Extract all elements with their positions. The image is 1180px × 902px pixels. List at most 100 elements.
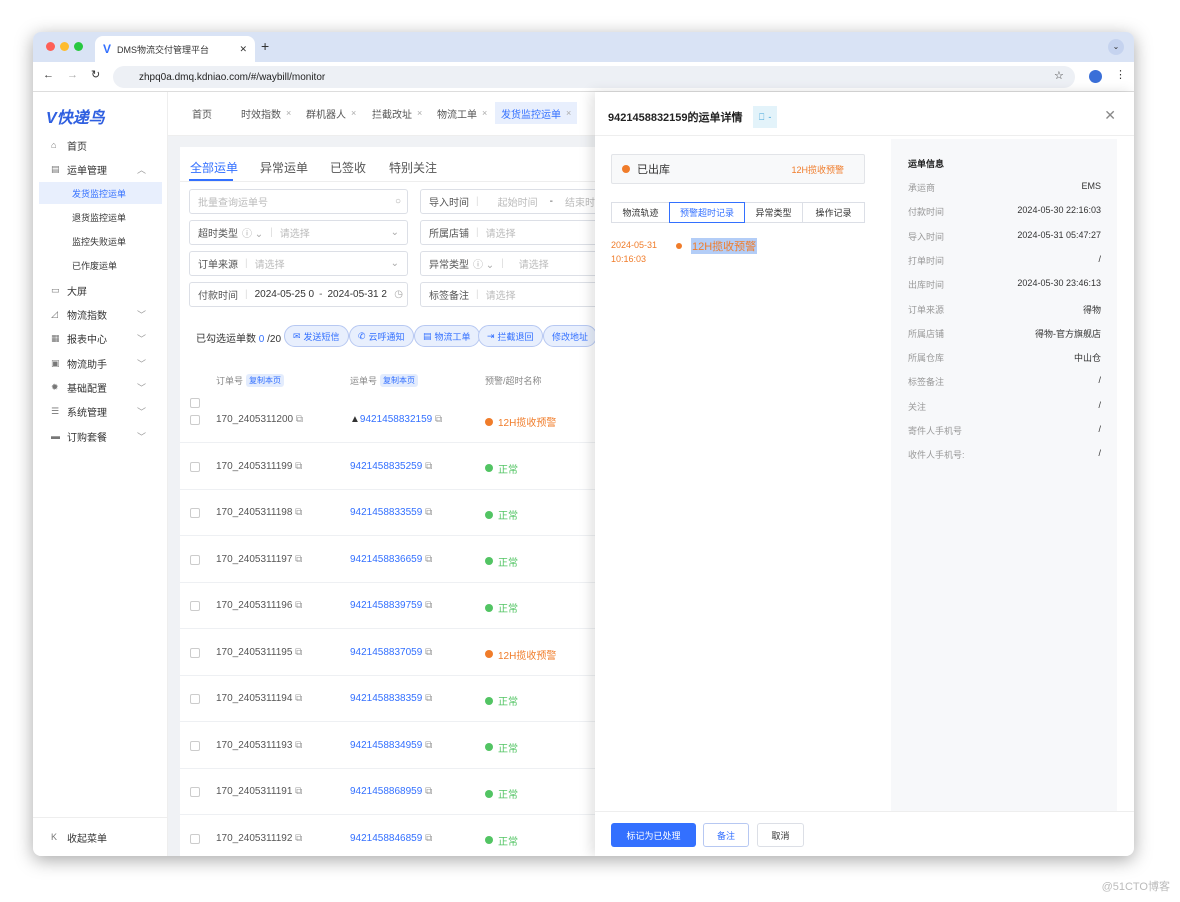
tab-operation-log[interactable]: 操作记录 <box>802 202 865 223</box>
work-order-button[interactable]: ▤ 物流工单 <box>414 325 480 347</box>
note-button[interactable]: 备注 <box>703 823 749 847</box>
tab-special[interactable]: 特别关注 <box>389 161 438 175</box>
waybill-link[interactable]: 9421458832159 <box>359 414 433 425</box>
pay-time-range[interactable]: 付款时间 | 2024-05-25 0-2024-05-31 2 ◷ <box>189 282 408 307</box>
sidebar-item-bigscreen[interactable]: ▭ 大屏 <box>33 279 168 301</box>
copy-icon[interactable]: ⧉ <box>295 786 303 797</box>
waybill-link[interactable]: 9421458835259 <box>350 460 423 472</box>
copy-icon[interactable]: ⧉ <box>425 646 433 658</box>
row-checkbox[interactable] <box>190 601 200 611</box>
url-input[interactable]: zhpq0a.dmq.kdniao.com/#/waybill/monitor <box>113 66 1075 88</box>
waybill-link[interactable]: 9421458846859 <box>350 832 423 844</box>
close-icon[interactable]: × <box>351 108 357 118</box>
page-tab-robot[interactable]: 群机器人 × <box>300 102 362 124</box>
modify-address-button[interactable]: 修改地址 <box>543 325 598 347</box>
copy-icon[interactable]: ⧉ <box>295 832 303 844</box>
table-row[interactable]: 170_2405311192 ⧉ 9421458846859 ⧉ 正常 <box>180 816 610 857</box>
sidebar-item-home[interactable]: ⌂ 首页 <box>33 134 168 156</box>
store-select[interactable]: 所属店铺 | 请选择 <box>420 220 610 245</box>
search-input[interactable]: 批量查询运单号 ○ <box>189 189 408 214</box>
maximize-window-icon[interactable] <box>74 42 83 51</box>
order-source-select[interactable]: 订单来源 | 请选择 ⌄ <box>189 251 408 276</box>
tab-signed[interactable]: 已签收 <box>330 161 367 175</box>
copy-icon[interactable]: ⧉ <box>295 739 303 751</box>
copy-icon[interactable]: ⧉ <box>425 832 433 844</box>
sidebar-subitem-return-monitor[interactable]: 退货监控运单 <box>72 212 127 223</box>
tab-warning-records[interactable]: 预警超时记录 <box>669 202 745 223</box>
close-window-icon[interactable] <box>46 42 55 51</box>
copy-icon[interactable]: ⧉ <box>295 646 303 658</box>
sidebar-item-config[interactable]: ✹ 基础配置 ﹀ <box>33 376 168 398</box>
table-row[interactable]: 170_2405311197 ⧉ 9421458836659 ⧉ 正常 <box>180 537 610 583</box>
profile-icon[interactable] <box>1089 70 1102 83</box>
copy-icon[interactable]: ⧉ <box>425 507 433 518</box>
tab-menu-icon[interactable]: ⌄ <box>1108 39 1124 55</box>
table-row[interactable]: 170_2405311196 ⧉ 9421458839759 ⧉ 正常 <box>180 583 610 629</box>
sidebar-subitem-shipping-monitor[interactable]: 发货监控运单 <box>39 182 162 204</box>
copy-icon[interactable]: ⧉ <box>295 414 304 425</box>
waybill-link[interactable]: 9421458838359 <box>350 693 423 704</box>
row-checkbox[interactable] <box>190 694 200 704</box>
waybill-link[interactable]: 9421458833559 <box>350 507 423 518</box>
sidebar-item-package[interactable]: ▬ 订购套餐 ﹀ <box>33 425 168 447</box>
table-row[interactable]: 170_2405311200 ⧉ ▲9421458832159 ⧉ 12H揽收预… <box>180 397 610 443</box>
intercept-return-button[interactable]: ⇥ 拦截退回 <box>478 325 543 347</box>
row-checkbox[interactable] <box>190 554 200 565</box>
waybill-link[interactable]: 9421458836659 <box>350 553 423 565</box>
close-icon[interactable]: × <box>566 108 572 118</box>
browser-tab[interactable]: V DMS物流交付管理平台 ✕ <box>95 36 255 62</box>
table-row[interactable]: 170_2405311199 ⧉ 9421458835259 ⧉ 正常 <box>180 444 610 490</box>
close-icon[interactable]: ✕ <box>1104 107 1116 123</box>
table-row[interactable]: 170_2405311194 ⧉ 9421458838359 ⧉ 正常 <box>180 676 610 722</box>
row-checkbox[interactable] <box>190 740 200 751</box>
copy-page-order-button[interactable]: 复制本页 <box>246 374 285 387</box>
waybill-link[interactable]: 9421458837059 <box>350 646 423 658</box>
table-row[interactable]: 170_2405311191 ⧉ 9421458868959 ⧉ 正常 <box>180 769 610 815</box>
tab-logistics-track[interactable]: 物流轨迹 <box>611 202 670 223</box>
exception-type-select[interactable]: 异常类型 ⓘ ⌄ | 请选择 <box>420 251 610 276</box>
minimize-window-icon[interactable] <box>60 42 69 51</box>
reload-icon[interactable]: ↻ <box>91 69 101 81</box>
sidebar-item-logistics-index[interactable]: ◿ 物流指数 ﹀ <box>33 303 168 325</box>
page-tab-workorder[interactable]: 物流工单 × <box>431 102 493 124</box>
table-row[interactable]: 170_2405311195 ⧉ 9421458837059 ⧉ 12H揽收预警 <box>180 630 610 676</box>
close-tab-icon[interactable]: ✕ <box>239 43 247 54</box>
copy-icon[interactable]: ⧉ <box>295 553 303 565</box>
select-all-checkbox[interactable] <box>190 398 200 408</box>
send-sms-button[interactable]: ✉ 发送短信 <box>284 325 349 347</box>
waybill-link[interactable]: 9421458839759 <box>350 600 423 611</box>
close-icon[interactable]: × <box>417 108 423 118</box>
row-checkbox[interactable] <box>190 787 200 797</box>
sidebar-item-waybill[interactable]: ▤ 运单管理 ︿ <box>33 158 168 180</box>
import-time-range[interactable]: 导入时间 | 起始时间 - 结束时 <box>420 189 610 214</box>
copy-icon[interactable]: ⧉ <box>295 507 303 518</box>
tab-exception[interactable]: 异常运单 <box>260 161 309 175</box>
page-tab-home[interactable]: 首页 <box>186 102 218 124</box>
copy-icon[interactable]: ⧉ <box>425 553 433 565</box>
sidebar-subitem-voided[interactable]: 已作废运单 <box>72 260 118 271</box>
collapse-menu-button[interactable]: K 收起菜单 <box>33 826 168 848</box>
browser-menu-icon[interactable]: ⋮ <box>1115 69 1126 81</box>
new-tab-icon[interactable]: + <box>261 38 270 54</box>
sidebar-item-system[interactable]: ☰ 系统管理 ﹀ <box>33 400 168 422</box>
copy-icon[interactable]: ⧉ <box>295 460 303 472</box>
copy-icon[interactable]: ⧉ <box>425 739 433 751</box>
close-icon[interactable]: × <box>286 108 292 118</box>
back-icon[interactable]: ← <box>43 69 54 81</box>
sidebar-item-reports[interactable]: ▦ 报表中心 ﹀ <box>33 327 168 349</box>
copy-icon[interactable]: ⧉ <box>425 786 433 797</box>
tag-badge[interactable]: ⎕ - <box>753 106 778 128</box>
page-tab-timeliness[interactable]: 时效指数 × <box>235 102 297 124</box>
sidebar-item-assistant[interactable]: ▣ 物流助手 ﹀ <box>33 352 168 374</box>
cancel-button[interactable]: 取消 <box>757 823 804 847</box>
sidebar-subitem-failed-monitor[interactable]: 监控失败运单 <box>72 236 127 247</box>
copy-icon[interactable]: ⧉ <box>295 600 303 611</box>
row-checkbox[interactable] <box>190 833 200 844</box>
copy-page-waybill-button[interactable]: 复制本页 <box>380 374 419 387</box>
row-checkbox[interactable] <box>190 461 200 472</box>
waybill-link[interactable]: 9421458868959 <box>350 786 423 797</box>
copy-icon[interactable]: ⧉ <box>295 693 303 704</box>
page-tab-shipping-monitor[interactable]: 发货监控运单 × <box>495 102 578 124</box>
timeout-type-select[interactable]: 超时类型 ⓘ ⌄ | 请选择 ⌄ <box>189 220 408 245</box>
tag-note-select[interactable]: 标签备注 | 请选择 <box>420 282 610 307</box>
